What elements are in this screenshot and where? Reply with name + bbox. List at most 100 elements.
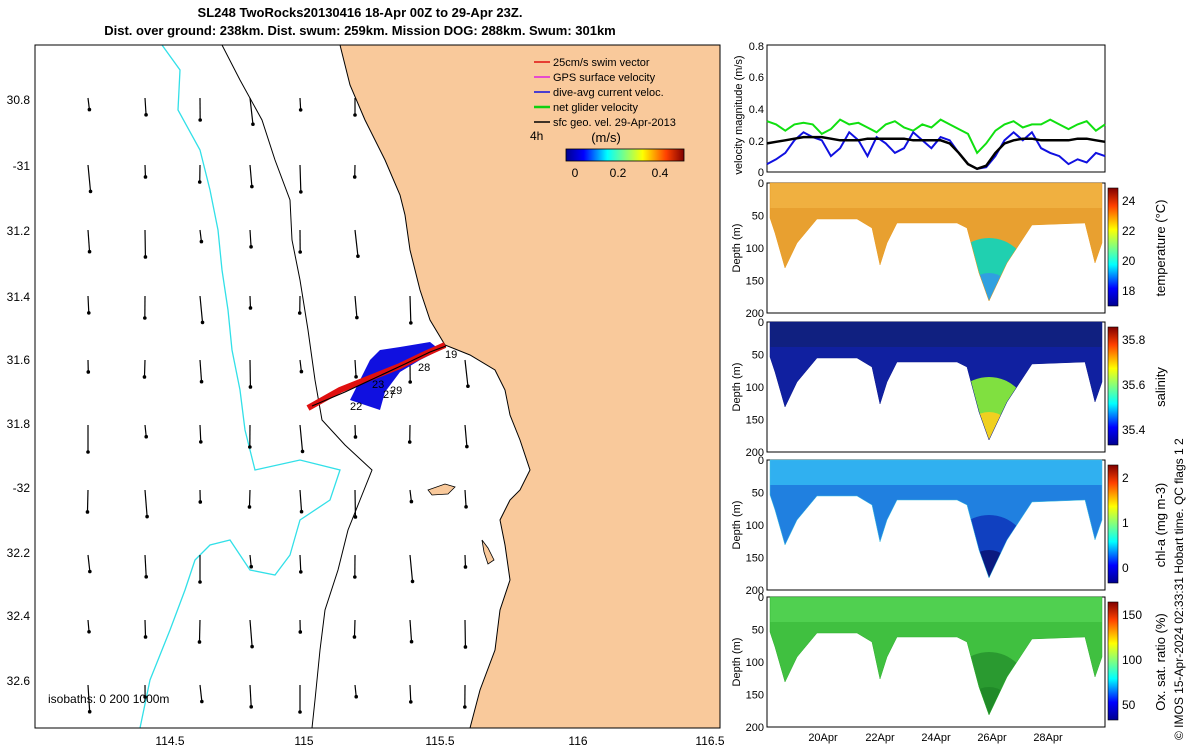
velocity-axes bbox=[766, 44, 1106, 173]
legend-entry: GPS surface velocity bbox=[553, 72, 656, 84]
y-tick-label: 50 bbox=[752, 211, 764, 223]
current-arrow bbox=[464, 424, 469, 449]
current-arrow bbox=[463, 684, 467, 709]
current-arrow bbox=[299, 359, 304, 374]
x-tick-label: 22Apr bbox=[865, 732, 895, 744]
track-label: 29 bbox=[390, 385, 402, 397]
colorbar-label: salinity bbox=[1153, 367, 1168, 407]
x-tick-label: 115.5 bbox=[425, 734, 454, 748]
current-arrow bbox=[144, 424, 149, 439]
colorbar-tick: 0.4 bbox=[652, 166, 669, 180]
x-tick-label: 28Apr bbox=[1033, 732, 1063, 744]
y-tick-label: 0.6 bbox=[749, 72, 764, 84]
track-label: 19 bbox=[445, 349, 457, 361]
current-arrow bbox=[87, 684, 92, 714]
current-arrow bbox=[352, 164, 357, 179]
current-arrow bbox=[463, 554, 468, 569]
y-tick-label: 200 bbox=[746, 722, 764, 734]
current-arrow bbox=[409, 489, 414, 504]
current-arrow bbox=[198, 424, 203, 444]
colorbar-tick: 35.6 bbox=[1122, 378, 1146, 392]
colorbar-tick: 1 bbox=[1122, 516, 1129, 530]
x-tick-label: 116 bbox=[568, 734, 587, 748]
map-colorbar-ticks: 0 0.2 0.4 bbox=[572, 166, 669, 180]
island bbox=[481, 539, 495, 565]
current-arrow bbox=[144, 97, 148, 117]
current-arrow bbox=[298, 685, 302, 714]
current-arrow bbox=[144, 489, 149, 519]
y-tick-label: 30.8 bbox=[7, 93, 31, 107]
current-arrow bbox=[249, 97, 255, 126]
y-tick-label: 50 bbox=[752, 350, 764, 362]
section-ylabel: Depth (m) bbox=[731, 638, 743, 687]
y-tick-label: 31.8 bbox=[7, 417, 31, 431]
velocity-series bbox=[766, 118, 1106, 171]
colorbar-tick: 20 bbox=[1122, 254, 1136, 268]
legend-entry: sfc geo. vel. 29-Apr-2013 bbox=[553, 117, 676, 129]
section-colorbar bbox=[1107, 326, 1119, 446]
current-arrow bbox=[143, 164, 148, 179]
colorbar-label: Ox. sat. ratio (%) bbox=[1153, 613, 1168, 711]
y-tick-label: 31.4 bbox=[7, 290, 31, 304]
y-tick-label: 150 bbox=[746, 415, 764, 427]
map-legend: 25cm/s swim vector GPS surface velocity … bbox=[530, 57, 676, 145]
x-tick-label: 26Apr bbox=[977, 732, 1007, 744]
map-x-ticks: 114.5 115 115.5 116 116.5 bbox=[155, 734, 724, 748]
track-label: 28 bbox=[418, 362, 430, 374]
current-arrow bbox=[297, 295, 302, 315]
velocity-ylabel: velocity magnitude (m/s) bbox=[733, 55, 745, 174]
current-arrow bbox=[464, 489, 468, 509]
current-arrow bbox=[198, 97, 202, 122]
current-arrow bbox=[463, 619, 468, 649]
legend-note: 4h bbox=[530, 129, 543, 143]
colorbar-tick: 22 bbox=[1122, 224, 1136, 238]
isobath-200 bbox=[221, 45, 373, 728]
x-tick-label: 115 bbox=[294, 734, 313, 748]
y-tick-label: 0 bbox=[758, 317, 764, 329]
y-tick-label: 100 bbox=[746, 382, 764, 394]
current-arrow bbox=[249, 619, 254, 649]
current-arrow bbox=[143, 684, 147, 699]
y-tick-label: 31.2 bbox=[7, 224, 31, 238]
current-arrow bbox=[249, 554, 254, 569]
isobaths-label: isobaths: 0 200 1000m bbox=[48, 692, 169, 706]
current-arrow bbox=[248, 295, 253, 310]
current-arrow bbox=[353, 98, 357, 117]
x-tick-label: 116.5 bbox=[695, 734, 724, 748]
current-arrow bbox=[249, 229, 253, 249]
legend-entry: net glider velocity bbox=[553, 102, 638, 114]
legend-entry: 25cm/s swim vector bbox=[553, 57, 650, 69]
colorbar-tick: 35.4 bbox=[1122, 423, 1146, 437]
section-panel: 0 50 100 150 200 Depth (m) 35.8 35.6 35.4 salinit… bbox=[731, 317, 1168, 459]
y-tick-label: -32 bbox=[13, 481, 31, 495]
velocity-panel: 0 0.2 0.4 0.6 0.8 velocity magnitude (m/… bbox=[733, 41, 1106, 179]
current-arrow bbox=[407, 424, 412, 444]
map-colorbar bbox=[565, 148, 685, 162]
current-arrow bbox=[143, 295, 147, 320]
y-tick-label: 50 bbox=[752, 488, 764, 500]
current-arrow bbox=[354, 295, 359, 320]
figure-title-line2: Dist. over ground: 238km. Dist. swum: 25… bbox=[104, 23, 616, 38]
x-tick-label: 20Apr bbox=[808, 732, 838, 744]
current-arrow bbox=[199, 295, 205, 325]
current-arrow bbox=[85, 489, 90, 514]
current-arrow bbox=[143, 229, 148, 259]
velocity-series-line bbox=[766, 130, 1106, 170]
y-tick-label: 0 bbox=[758, 592, 764, 604]
colorbar-tick: 0.2 bbox=[610, 166, 627, 180]
x-tick-label: 114.5 bbox=[155, 734, 184, 748]
current-arrow bbox=[142, 359, 147, 379]
current-arrow bbox=[299, 489, 304, 514]
current-arrow bbox=[353, 424, 358, 439]
colorbar-tick: 2 bbox=[1122, 471, 1129, 485]
colorbar-tick: 0 bbox=[1122, 561, 1129, 575]
current-arrow bbox=[298, 97, 303, 112]
map-y-ticks: 30.8 -31 31.2 31.4 31.6 31.8 -32 32.2 32… bbox=[7, 93, 31, 688]
colorbar-tick: 100 bbox=[1122, 653, 1142, 667]
current-arrow bbox=[247, 489, 252, 509]
glider-track: 19 22 29 27 28 23 bbox=[306, 342, 457, 413]
island bbox=[427, 483, 456, 496]
current-arrow bbox=[298, 229, 302, 254]
current-arrow bbox=[354, 684, 359, 699]
